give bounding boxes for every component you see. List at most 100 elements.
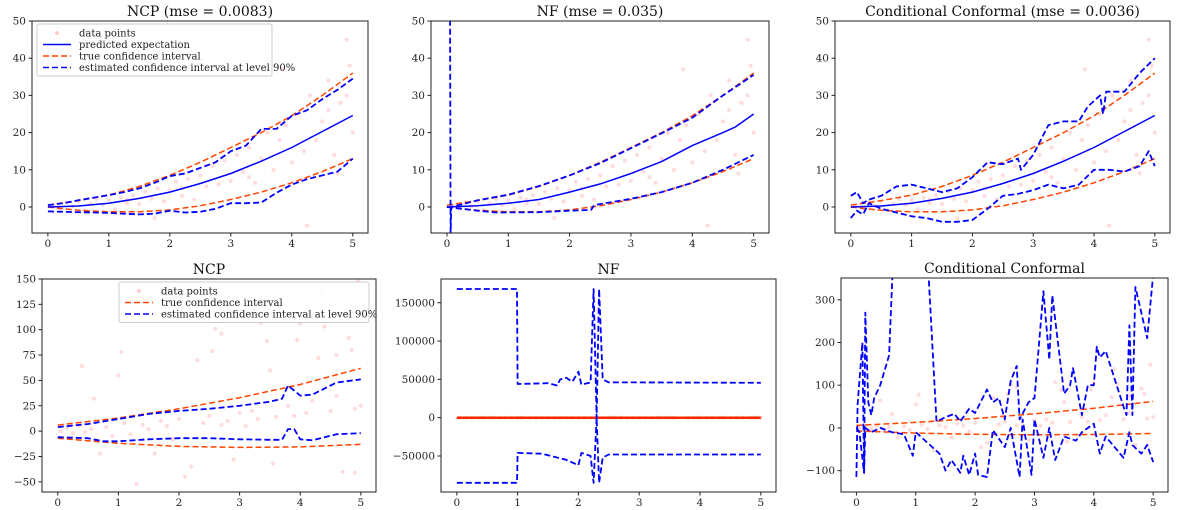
x-tick-label: 4	[297, 497, 304, 509]
data-point	[1026, 437, 1031, 442]
data-point	[857, 425, 862, 430]
data-point	[1062, 400, 1067, 405]
plot-area	[850, 37, 1157, 228]
y-tick-label: 40	[13, 53, 26, 65]
data-point	[530, 193, 535, 198]
estimated-ci-lower-line	[456, 416, 761, 484]
x-tick-label: 3	[1030, 238, 1037, 250]
x-tick-label: 1	[105, 238, 112, 250]
estimated-ci-lower-line	[850, 150, 1156, 223]
x-tick-label: 2	[972, 497, 979, 509]
data-point	[128, 432, 133, 437]
subplot-title: NCP (mse = 0.0083)	[127, 4, 273, 20]
estimated-ci-lower-line	[855, 418, 1155, 478]
data-point	[1055, 180, 1060, 185]
data-point	[937, 423, 942, 428]
data-point	[745, 93, 750, 98]
data-point	[265, 130, 270, 135]
data-point	[338, 100, 343, 105]
y-tick-label: −100	[806, 465, 835, 477]
data-point	[982, 193, 987, 198]
data-point	[104, 425, 109, 430]
data-point	[1082, 67, 1087, 72]
data-point	[1121, 417, 1126, 422]
data-point	[122, 421, 127, 426]
data-point	[173, 179, 178, 184]
data-point	[745, 37, 750, 42]
data-point	[1061, 156, 1066, 161]
data-point	[909, 198, 914, 203]
x-tick-label: 1	[514, 497, 521, 509]
subplot-title: NF	[598, 262, 620, 278]
y-tick-label: 10	[412, 164, 425, 176]
data-point	[1014, 423, 1019, 428]
data-point	[973, 420, 978, 425]
data-point	[189, 464, 194, 469]
data-point	[161, 199, 166, 204]
data-point	[92, 396, 97, 401]
data-point	[264, 338, 269, 343]
data-point	[714, 138, 719, 143]
data-point	[164, 424, 169, 429]
data-point	[247, 145, 252, 150]
data-point	[137, 201, 142, 206]
data-point	[335, 171, 340, 176]
y-tick-label: −25	[14, 451, 36, 463]
data-point	[170, 437, 175, 442]
data-point	[289, 160, 294, 165]
data-point	[106, 198, 111, 203]
data-point	[967, 429, 972, 434]
data-point	[213, 326, 218, 331]
axes-frame	[31, 20, 369, 234]
data-point	[659, 156, 664, 161]
data-point	[555, 186, 560, 191]
data-point	[350, 130, 355, 135]
x-tick-label: 5	[1151, 238, 1158, 250]
data-point	[332, 152, 337, 157]
data-point	[304, 410, 309, 415]
data-point	[1079, 138, 1084, 143]
x-tick-label: 5	[1150, 497, 1157, 509]
data-point	[326, 78, 331, 83]
y-tick-label: −50	[14, 476, 36, 488]
data-point	[748, 63, 753, 68]
data-point	[933, 193, 938, 198]
x-tick-label: 3	[636, 497, 643, 509]
y-tick-label: 25	[23, 400, 36, 412]
x-tick-label: 2	[166, 238, 173, 250]
data-point	[641, 169, 646, 174]
data-point	[1044, 417, 1049, 422]
data-point	[322, 324, 327, 329]
data-point	[684, 123, 689, 128]
data-point	[1043, 169, 1048, 174]
data-point	[653, 180, 658, 185]
data-point	[1065, 439, 1070, 444]
subplot-4: 0 1 2 3 4 5 −50 −25 0 25 50 75 100 125 150 NCP data poin…	[14, 262, 377, 509]
data-point	[301, 149, 306, 154]
data-point	[308, 93, 313, 98]
x-tick-label: 0	[444, 238, 451, 250]
subplot-title: NCP	[193, 262, 225, 278]
data-point	[112, 207, 117, 212]
data-point	[295, 337, 300, 342]
data-point	[201, 421, 206, 426]
x-tick-label: 1	[115, 497, 122, 509]
y-tick-label: 10	[816, 164, 829, 176]
data-point	[1002, 419, 1007, 424]
data-point	[247, 175, 252, 180]
y-tick-label: 50	[816, 16, 829, 28]
data-point	[70, 431, 75, 436]
data-point	[231, 457, 236, 462]
data-point	[216, 182, 221, 187]
data-point	[255, 416, 260, 421]
data-point	[271, 167, 276, 172]
predicted-expectation-line	[446, 113, 755, 208]
data-point	[286, 403, 291, 408]
data-point	[1049, 145, 1054, 150]
data-point	[1049, 175, 1054, 180]
subplot-title: Conditional Conformal	[924, 261, 1086, 277]
data-point	[277, 138, 282, 143]
estimated-ci-upper-line	[456, 288, 761, 419]
plot-area	[456, 288, 763, 484]
